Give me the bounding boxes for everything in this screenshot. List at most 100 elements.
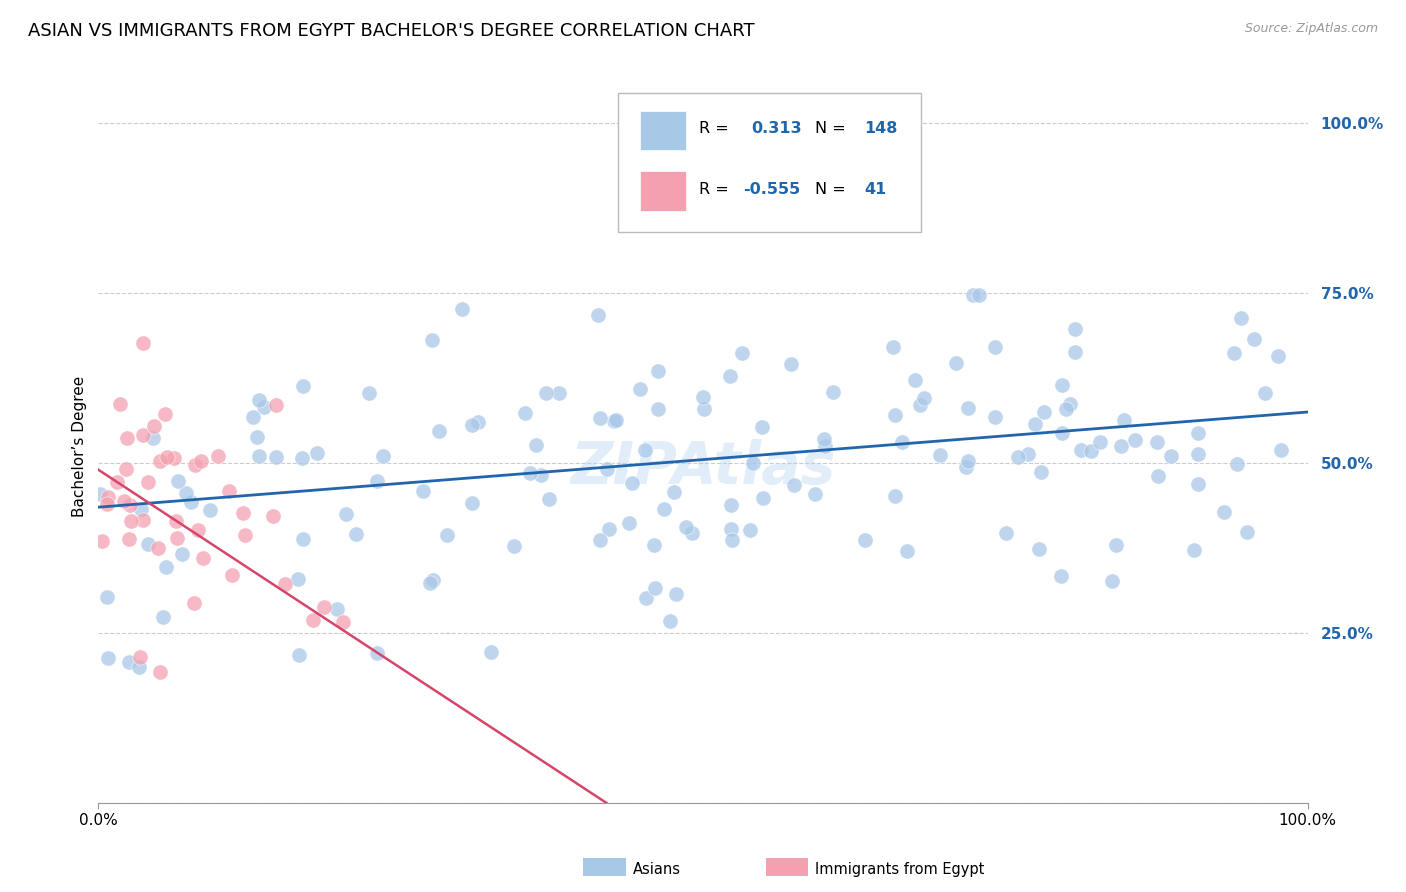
Point: [751, 420, 773, 434]
Point: [752, 491, 775, 505]
Point: [1059, 397, 1081, 411]
Point: [957, 454, 980, 468]
Point: [1101, 574, 1123, 589]
Point: [247, 392, 270, 407]
Point: [165, 514, 187, 528]
Point: [1017, 447, 1039, 461]
Point: [97, 651, 120, 665]
Point: [172, 547, 194, 561]
Text: Asians: Asians: [633, 863, 681, 877]
Point: [232, 506, 254, 520]
Point: [262, 508, 284, 523]
Point: [96, 591, 118, 605]
Point: [136, 475, 159, 490]
Point: [166, 531, 188, 545]
Point: [184, 458, 207, 473]
Point: [167, 474, 190, 488]
Point: [427, 424, 450, 438]
Point: [502, 539, 524, 553]
Point: [884, 408, 907, 422]
Point: [823, 385, 845, 400]
Point: [131, 501, 153, 516]
Point: [962, 288, 984, 302]
Point: [1223, 346, 1246, 360]
Text: 41: 41: [863, 182, 886, 196]
Point: [291, 379, 314, 393]
Point: [233, 528, 256, 542]
Point: [804, 487, 827, 501]
Point: [128, 660, 150, 674]
Point: [108, 397, 131, 411]
Point: [1160, 450, 1182, 464]
Point: [1109, 439, 1132, 453]
Point: [266, 450, 288, 464]
Point: [1050, 425, 1073, 440]
Point: [302, 613, 325, 627]
Point: [112, 494, 135, 508]
Point: [287, 648, 309, 663]
Point: [1050, 378, 1073, 392]
Point: [1187, 476, 1209, 491]
Point: [603, 414, 626, 428]
Point: [436, 528, 458, 542]
Point: [634, 442, 657, 457]
Point: [738, 524, 761, 538]
Point: [1267, 349, 1289, 363]
Point: [412, 484, 434, 499]
Point: [813, 439, 835, 453]
Text: Immigrants from Egypt: Immigrants from Egypt: [815, 863, 984, 877]
Point: [589, 533, 612, 547]
Point: [658, 614, 681, 628]
Point: [621, 475, 644, 490]
Point: [634, 591, 657, 605]
Point: [782, 478, 804, 492]
Point: [346, 527, 368, 541]
Point: [903, 373, 925, 387]
Point: [366, 646, 388, 660]
Point: [720, 498, 742, 512]
Text: Source: ZipAtlas.com: Source: ZipAtlas.com: [1244, 22, 1378, 36]
Point: [359, 386, 381, 401]
Point: [896, 544, 918, 558]
Point: [96, 498, 118, 512]
Point: [643, 538, 665, 552]
Point: [253, 400, 276, 414]
Point: [647, 402, 669, 417]
Point: [221, 568, 243, 582]
Point: [461, 496, 484, 510]
Point: [149, 454, 172, 468]
Point: [1080, 443, 1102, 458]
Text: -0.555: -0.555: [742, 182, 800, 196]
Point: [467, 415, 489, 429]
Point: [274, 577, 297, 591]
Point: [450, 301, 472, 316]
Point: [97, 490, 120, 504]
Point: [371, 449, 394, 463]
Point: [174, 486, 197, 500]
Point: [152, 609, 174, 624]
Point: [598, 522, 620, 536]
Point: [721, 533, 744, 547]
Point: [246, 430, 269, 444]
Point: [983, 340, 1005, 354]
Point: [908, 398, 931, 412]
Point: [1213, 505, 1236, 519]
Text: R =: R =: [699, 182, 730, 196]
Point: [89, 487, 111, 501]
Point: [882, 340, 904, 354]
Point: [148, 541, 170, 556]
Text: R =: R =: [699, 121, 730, 136]
Point: [218, 484, 240, 499]
Point: [957, 401, 980, 415]
Point: [1230, 311, 1253, 326]
Point: [994, 526, 1017, 541]
Point: [155, 560, 177, 574]
Point: [665, 587, 688, 601]
Point: [1226, 458, 1249, 472]
Point: [929, 448, 952, 462]
Point: [589, 410, 612, 425]
Point: [1088, 435, 1111, 450]
Point: [967, 288, 990, 302]
Point: [115, 431, 138, 445]
Point: [132, 513, 155, 527]
